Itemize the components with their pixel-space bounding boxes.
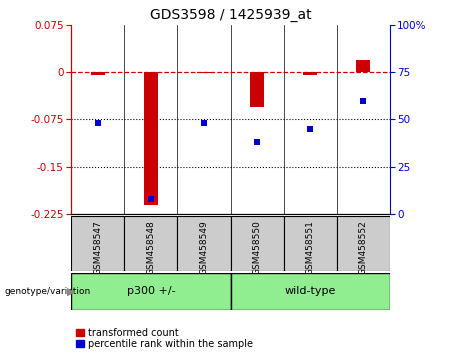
Text: GSM458550: GSM458550	[253, 220, 261, 275]
Legend: transformed count, percentile rank within the sample: transformed count, percentile rank withi…	[77, 328, 253, 349]
Bar	[356, 59, 370, 72]
Text: genotype/variation: genotype/variation	[5, 287, 91, 296]
Bar	[230, 273, 390, 310]
Bar	[177, 216, 230, 271]
Point	[254, 139, 261, 145]
Point	[94, 120, 101, 126]
Bar	[337, 216, 390, 271]
Bar	[144, 72, 158, 205]
Text: GSM458549: GSM458549	[200, 220, 208, 275]
Text: GSM458552: GSM458552	[359, 220, 367, 275]
Text: GSM458551: GSM458551	[306, 220, 314, 275]
Bar	[71, 273, 230, 310]
Text: GSM458548: GSM458548	[147, 220, 155, 275]
Text: ▶: ▶	[67, 286, 75, 296]
Bar	[250, 72, 264, 107]
Point	[148, 196, 155, 202]
Bar	[284, 216, 337, 271]
Bar	[303, 72, 317, 75]
Point	[306, 126, 313, 132]
Bar	[124, 216, 177, 271]
Bar	[91, 72, 105, 75]
Bar	[71, 216, 124, 271]
Bar	[230, 216, 284, 271]
Text: GSM458547: GSM458547	[94, 220, 102, 275]
Point	[200, 120, 207, 126]
Bar	[197, 72, 211, 73]
Text: p300 +/-: p300 +/-	[127, 286, 175, 296]
Title: GDS3598 / 1425939_at: GDS3598 / 1425939_at	[150, 8, 311, 22]
Text: wild-type: wild-type	[284, 286, 336, 296]
Point	[359, 98, 366, 103]
